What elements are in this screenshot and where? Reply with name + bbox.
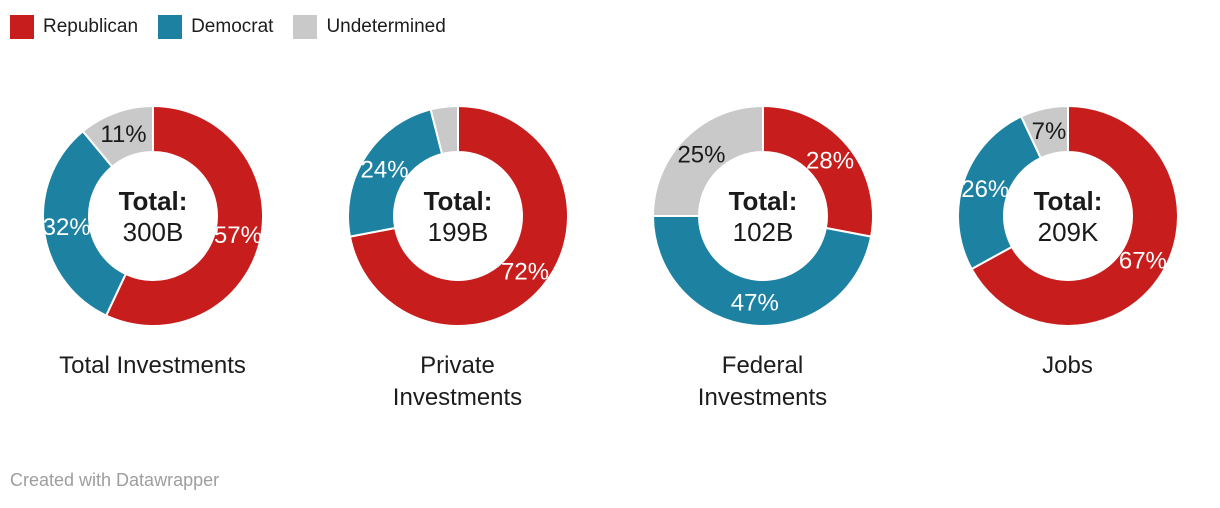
chart-title: Federal Investments	[698, 350, 827, 414]
chart-title: Private Investments	[393, 350, 522, 414]
donut-chart-jobs: 67% 26% 7% Total: 209K Jobs	[915, 104, 1220, 414]
donut-center-total-value: 102B	[732, 217, 793, 247]
donut-center-total-value: 199B	[427, 217, 488, 247]
legend-swatch-undetermined	[293, 15, 318, 39]
chart-title: Total Investments	[59, 350, 246, 382]
donut-slice-republican[interactable]	[761, 105, 874, 238]
slice-percent-label: 26%	[961, 176, 1009, 203]
legend-label: Democrat	[191, 16, 274, 37]
donut-charts-row: 57% 32% 11% Total: 300B Total Investments 72% 2…	[0, 104, 1220, 414]
donut-slice-democrat[interactable]	[651, 215, 872, 327]
legend-item-democrat: Democrat	[158, 15, 273, 39]
donut-slice-democrat[interactable]	[41, 130, 127, 317]
chart-title-line: Investments	[697, 384, 828, 411]
legend-item-undetermined: Undetermined	[293, 15, 446, 39]
slice-percent-label: 28%	[806, 148, 854, 175]
donut-center-total-value: 300B	[122, 217, 183, 247]
donut-total-investments: 57% 32% 11% Total:300B	[41, 105, 264, 327]
donut-federal-investments: 28% 47% 25%Total:102B	[651, 105, 874, 327]
donut-center-label: Total:	[423, 186, 492, 216]
donut-slice-democrat[interactable]	[956, 115, 1042, 270]
slice-percent-label: 7%	[1031, 118, 1066, 145]
slice-percent-label: 67%	[1118, 247, 1166, 274]
donut-slice-undetermined[interactable]	[429, 105, 459, 156]
donut-slice-republican[interactable]	[348, 105, 569, 327]
donut-chart-private-investments: 72% 24% Total: 199B Private Investments	[305, 104, 610, 414]
donut-chart-total-investments: 57% 32% 11% Total: 300B Total Investments	[0, 104, 305, 414]
chart-title-line: Investments	[392, 384, 523, 411]
legend-label: Republican	[43, 16, 139, 37]
donut-slice-undetermined[interactable]	[81, 105, 154, 168]
legend-swatch-republican	[10, 15, 34, 39]
chart-title-line: Jobs	[1042, 352, 1093, 379]
legend-item-republican: Republican	[10, 15, 138, 39]
donut-slice-undetermined[interactable]	[1019, 105, 1069, 160]
slice-percent-label: 25%	[677, 141, 725, 168]
slice-percent-label: 57%	[213, 222, 261, 249]
donut-center-label: Total:	[1033, 186, 1102, 216]
donut-center-total-value: 209K	[1037, 217, 1098, 247]
donut-slice-republican[interactable]	[104, 105, 264, 327]
slice-percent-label: 47%	[730, 290, 778, 317]
donut-chart-federal-investments: 28% 47% 25% Total: 102B Federal Investments	[610, 104, 915, 414]
chart-title-line: Federal	[721, 352, 804, 379]
chart-title-line: Total Investments	[59, 352, 246, 379]
attribution: Created with Datawrapper	[10, 468, 219, 492]
slice-percent-label: 11%	[100, 121, 146, 148]
datawrapper-attribution-link[interactable]: Created with Datawrapper	[10, 470, 220, 490]
donut-slice-republican[interactable]	[970, 105, 1179, 327]
chart-title-line: Private	[420, 352, 495, 379]
donut-jobs: 67% 26% 7% Total:209K	[956, 105, 1179, 327]
chart-title: Jobs	[1042, 350, 1093, 382]
slice-percent-label: 24%	[360, 156, 408, 183]
legend-swatch-democrat	[158, 15, 183, 39]
legend-label: Undetermined	[326, 16, 446, 37]
donut-slice-undetermined[interactable]	[651, 105, 764, 217]
slice-percent-label: 72%	[501, 258, 549, 285]
donut-center-label: Total:	[728, 186, 797, 216]
slice-percent-label: 32%	[42, 214, 90, 241]
legend: Republican Democrat Undetermined	[10, 15, 446, 39]
donut-private-investments: 72% 24% Total:199B	[346, 105, 569, 327]
donut-center-label: Total:	[118, 186, 187, 216]
